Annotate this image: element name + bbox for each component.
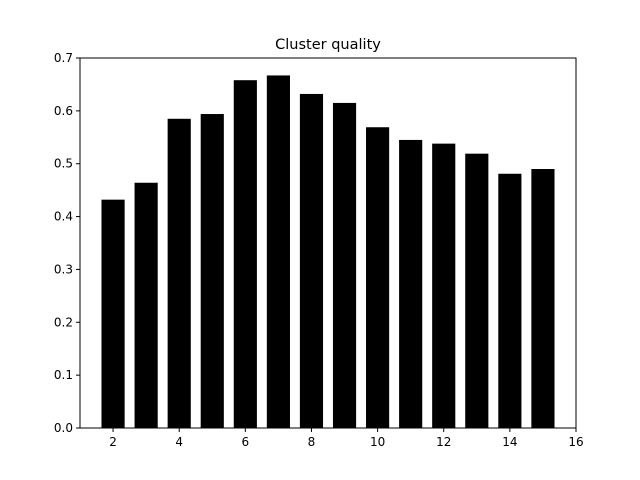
x-tick-label: 8 bbox=[308, 435, 316, 449]
bar-6 bbox=[233, 80, 257, 428]
y-axis: 0.0 0.1 0.2 0.3 0.4 0.5 0.6 0.7 bbox=[54, 51, 80, 435]
bar-5 bbox=[200, 114, 224, 429]
chart-title: Cluster quality bbox=[275, 37, 381, 53]
bar-10 bbox=[366, 127, 390, 428]
bar-4 bbox=[167, 118, 191, 429]
y-tick-label: 0.0 bbox=[54, 421, 73, 435]
bar-3 bbox=[134, 182, 158, 428]
x-tick-label: 10 bbox=[370, 435, 385, 449]
bar-2 bbox=[101, 199, 125, 428]
x-tick-label: 2 bbox=[109, 435, 117, 449]
bar-12 bbox=[432, 143, 456, 428]
x-tick-label: 12 bbox=[436, 435, 451, 449]
bar-14 bbox=[498, 173, 522, 428]
x-tick-label: 4 bbox=[175, 435, 183, 449]
y-tick-label: 0.1 bbox=[54, 368, 73, 382]
x-axis: 2 4 6 8 10 12 14 16 bbox=[109, 428, 584, 449]
bar-11 bbox=[399, 139, 423, 428]
bar-8 bbox=[299, 93, 324, 428]
bar-7 bbox=[266, 75, 290, 428]
bar-9 bbox=[332, 102, 357, 428]
x-tick-label: 14 bbox=[502, 435, 517, 449]
y-tick-label: 0.6 bbox=[54, 104, 73, 118]
y-tick-label: 0.2 bbox=[54, 315, 73, 329]
bar-13 bbox=[465, 153, 489, 428]
y-tick-label: 0.4 bbox=[54, 210, 73, 224]
plot-frame bbox=[79, 57, 577, 429]
x-tick-label: 16 bbox=[568, 435, 583, 449]
y-tick-label: 0.5 bbox=[54, 157, 73, 171]
bars-group bbox=[101, 75, 555, 429]
y-tick-label: 0.7 bbox=[54, 51, 73, 65]
x-tick-label: 6 bbox=[242, 435, 250, 449]
y-tick-label: 0.3 bbox=[54, 262, 73, 276]
bar-15 bbox=[531, 169, 555, 428]
